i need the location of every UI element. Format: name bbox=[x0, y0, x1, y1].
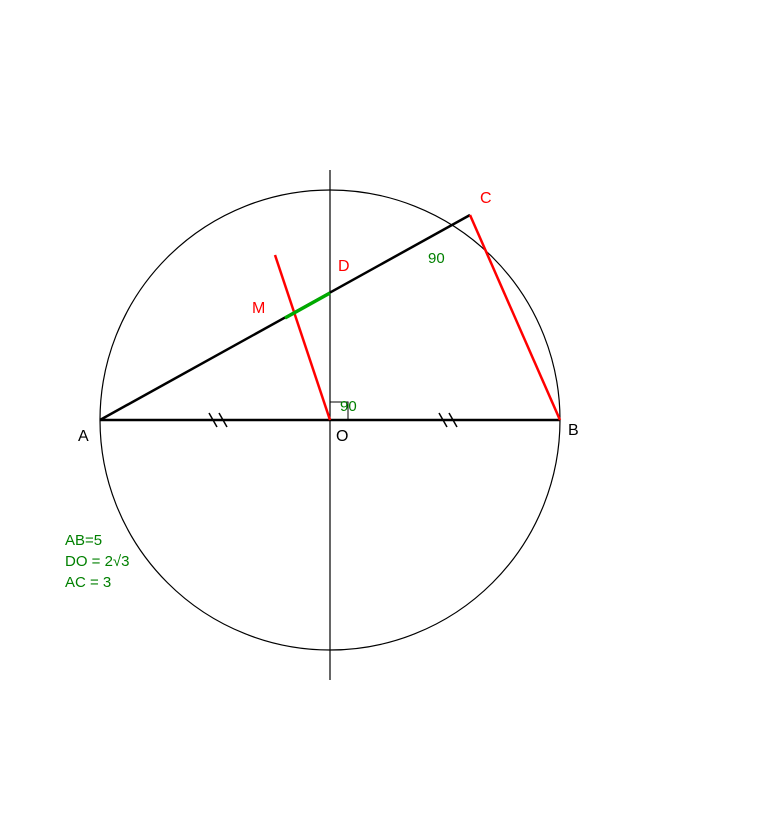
label-O: O bbox=[336, 428, 348, 446]
label-D: D bbox=[338, 258, 350, 276]
info-block: AB=5 DO = 2√3 AC = 3 bbox=[65, 530, 130, 593]
label-angle90-C: 90 bbox=[428, 250, 445, 267]
info-line-2: DO = 2√3 bbox=[65, 551, 130, 572]
info-line-3: AC = 3 bbox=[65, 572, 130, 593]
label-angle90-O: 90 bbox=[340, 398, 357, 415]
info-line-1: AB=5 bbox=[65, 530, 130, 551]
segment-CB bbox=[470, 215, 560, 420]
label-B: B bbox=[568, 422, 579, 440]
label-M: M bbox=[252, 300, 265, 318]
geometry-diagram bbox=[0, 0, 757, 834]
label-A: A bbox=[78, 428, 89, 446]
segment-OM bbox=[275, 255, 330, 420]
label-C: C bbox=[480, 190, 492, 208]
